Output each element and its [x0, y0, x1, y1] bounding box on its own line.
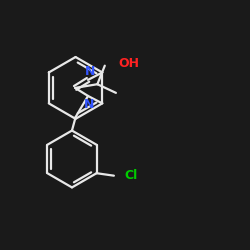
Text: Cl: Cl — [124, 169, 138, 182]
Text: N: N — [84, 98, 94, 111]
Text: N: N — [85, 65, 96, 78]
Text: OH: OH — [118, 57, 140, 70]
